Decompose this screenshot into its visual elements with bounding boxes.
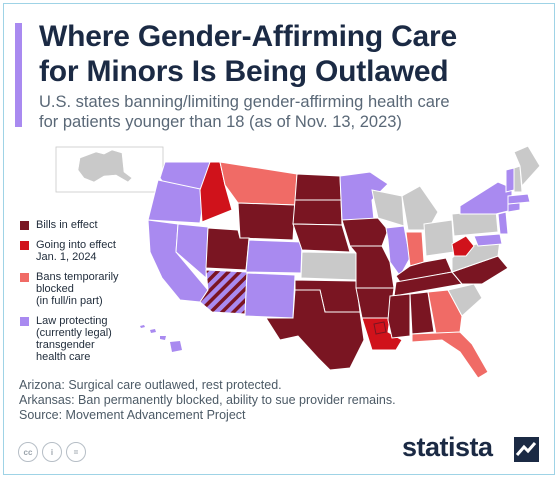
state-OR [147,179,206,224]
state-WI [371,189,405,227]
legend-label: Bills in effect [36,219,98,231]
state-AL [409,291,435,335]
legend-swatch [20,221,29,230]
state-NY [459,181,513,215]
legend-swatch [20,317,29,326]
legend-item-bills-in-effect: Bills in effect [20,219,145,231]
subtitle-line-1: U.S. states banning/limiting gender-affi… [39,93,450,111]
chart-subtitle: U.S. states banning/limiting gender-affi… [39,92,539,132]
state-SD [292,199,343,226]
state-NJ [497,211,509,235]
conus-states [147,145,541,379]
state-UT [205,227,250,271]
note-arizona: Arizona: Surgical care outlawed, rest pr… [19,378,282,392]
state-FL [411,331,489,379]
nd-icon[interactable]: = [66,442,86,462]
title-line-1: Where Gender-Affirming Care [39,20,457,53]
accent-bar [15,23,22,127]
state-HI-3 [160,336,166,340]
title-line-2: for Minors Is Being Outlawed [39,55,449,88]
state-KS [300,251,357,281]
state-SC [447,283,483,317]
legend: Bills in effect Going into effect Jan. 1… [20,219,145,371]
cc-icon[interactable]: cc [18,442,38,462]
state-AK [77,149,133,183]
state-HI-1 [140,325,145,328]
statista-logo-icon [514,437,539,462]
state-MS [387,293,411,339]
statista-logo[interactable]: statista [402,432,493,462]
state-WY [237,202,296,241]
note-arkansas: Arkansas: Ban permanently blocked, abili… [19,393,396,407]
legend-label: Going into effect Jan. 1, 2024 [36,239,116,263]
state-VT [505,167,515,193]
state-TX [265,289,365,371]
legend-item-law-protecting: Law protecting (currently legal) transge… [20,315,145,363]
legend-label: Bans temporarily blocked (in full/in par… [36,271,119,307]
state-WV [451,235,475,257]
state-NM [244,272,296,319]
state-NV [175,223,209,280]
state-MI [401,185,439,231]
state-IA [341,217,389,247]
hawaii-inset [140,325,182,352]
state-MA [507,193,531,205]
license-icons: cc i = [18,442,86,462]
state-AZ [199,269,248,315]
louisiana-outline [373,321,387,335]
state-MT [219,161,298,206]
state-MD [473,233,503,247]
infographic-frame [3,3,555,475]
legend-item-going-into-effect: Going into effect Jan. 1, 2024 [20,239,145,263]
state-ND [294,173,342,201]
legend-swatch [20,273,29,282]
state-OH [423,219,455,257]
state-NH [513,165,523,193]
notes: Arizona: Surgical care outlawed, rest pr… [19,378,539,423]
state-HI-4 [170,341,182,352]
legend-label: Law protecting (currently legal) transge… [36,315,112,363]
legend-swatch [20,241,29,250]
chart-title: Where Gender-Affirming Care for Minors I… [39,19,539,89]
state-CO [245,239,303,274]
subtitle-line-2: for patients younger than 18 (as of Nov.… [39,113,402,131]
alaska-inset [55,146,164,193]
state-NE [292,223,351,253]
source-line: Source: Movement Advancement Project [19,408,246,422]
by-icon[interactable]: i [42,442,62,462]
state-ME [513,145,541,188]
legend-item-bans-blocked: Bans temporarily blocked (in full/in par… [20,271,145,307]
state-MO [348,245,395,289]
state-HI-2 [150,329,156,333]
